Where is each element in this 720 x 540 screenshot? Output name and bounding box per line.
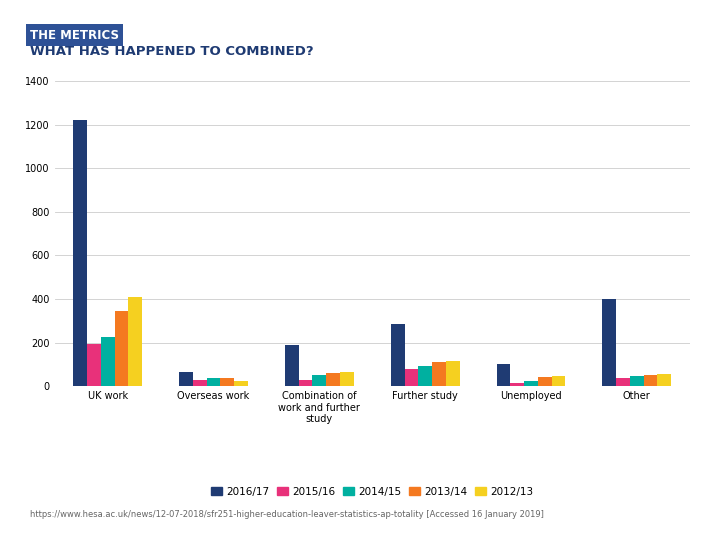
Bar [312,375,326,386]
Bar [87,343,101,386]
Bar [207,379,220,386]
Bar [644,375,657,386]
Bar [101,337,114,386]
Text: https://www.hesa.ac.uk/news/12-07-2018/sfr251-higher-education-leaver-statistics: https://www.hesa.ac.uk/news/12-07-2018/s… [30,510,544,518]
Bar [405,369,418,386]
Bar [524,381,538,386]
Bar [234,381,248,386]
Bar [326,373,340,386]
Bar [220,379,234,386]
Bar [446,361,459,386]
Bar [193,380,207,386]
Bar [391,324,405,386]
Bar [179,372,193,386]
Bar [340,372,354,386]
Text: WHAT HAS HAPPENED TO COMBINED?: WHAT HAS HAPPENED TO COMBINED? [30,45,314,58]
Bar [538,377,552,386]
Bar [299,380,312,386]
Legend: 2016/17, 2015/16, 2014/15, 2013/14, 2012/13: 2016/17, 2015/16, 2014/15, 2013/14, 2012… [207,483,537,501]
Bar [603,299,616,386]
Text: 10: 10 [675,513,695,527]
Bar [73,120,87,386]
Bar [128,297,142,386]
Bar [657,374,671,386]
Bar [616,379,630,386]
Bar [630,376,644,386]
Bar [510,383,524,386]
Bar [114,311,128,386]
Text: THE METRICS: THE METRICS [30,29,120,42]
Bar [285,345,299,386]
Bar [552,376,565,386]
Bar [497,364,510,386]
Bar [432,362,446,386]
Bar [418,367,432,386]
